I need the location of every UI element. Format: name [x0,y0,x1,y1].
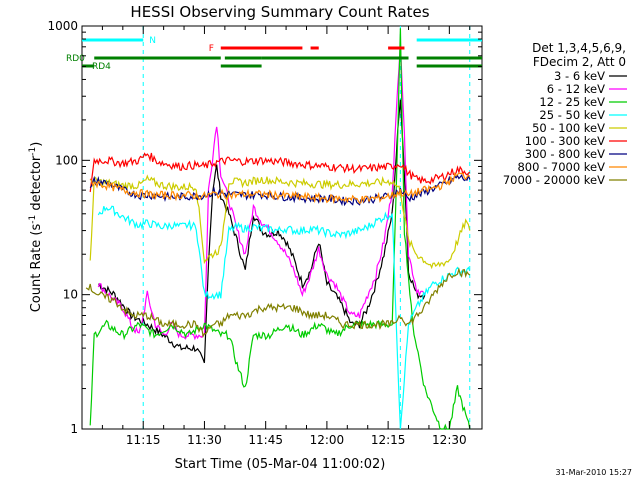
x-axis-label: Start Time (05-Mar-04 11:00:02) [175,457,386,472]
plot-layer: N F RD0 RD4 [66,26,482,430]
plot-frame [81,25,483,430]
state-label-n: N [149,36,156,46]
y-axis-label: Count Rate (s-1 detector-1) [28,142,44,313]
state-label-rd4: RD4 [92,62,111,72]
y-tick-label: 10 [63,288,78,302]
series-line-800-7000-kev [89,171,471,205]
x-axis-ticks: 11:15 11:30 11:45 12:00 12:15 12:30 [101,26,471,447]
series-line-6-12-kev [97,42,426,341]
x-tick-label: 11:45 [248,433,283,447]
state-label-f: F [209,44,214,54]
x-tick-label: 11:30 [187,433,222,447]
y-tick-label: 100 [55,153,78,167]
x-tick-label: 12:15 [371,433,406,447]
y-axis-ticks: 1 10 100 1000 [47,19,482,436]
state-label-rd0: RD0 [66,54,85,64]
series-line-100-300-kev [89,152,471,193]
x-tick-label: 12:00 [310,433,345,447]
legend-label: 6 - 12 keV [547,82,605,96]
legend-label: 25 - 50 keV [539,108,605,122]
legend-label: 12 - 25 keV [539,95,605,109]
legend-label: 300 - 800 keV [525,147,605,161]
series-line-12-25-kev [89,28,471,430]
footer-timestamp: 31-Mar-2010 15:27 [556,468,633,477]
legend-header: Det 1,3,4,5,6,9, [532,41,626,55]
x-tick-label: 11:15 [126,433,161,447]
x-tick-label: 12:30 [432,433,467,447]
legend: Det 1,3,4,5,6,9,FDecim 2, Att 03 - 6 keV… [503,41,627,187]
y-tick-label: 1 [70,422,78,436]
series-line-50-100-kev [89,174,471,270]
legend-label: 100 - 300 keV [525,134,605,148]
series-line-25-50-kev [97,205,471,430]
legend-label: 50 - 100 keV [532,121,605,135]
legend-label: 3 - 6 keV [554,69,605,83]
legend-label: 800 - 7000 keV [517,160,605,174]
legend-label: 7000 - 20000 keV [503,173,605,187]
legend-header: FDecim 2, Att 0 [533,55,626,69]
series-line-7000-20000-kev [85,267,471,339]
y-tick-label: 1000 [47,19,78,33]
chart-title: HESSI Observing Summary Count Rates [130,3,429,21]
